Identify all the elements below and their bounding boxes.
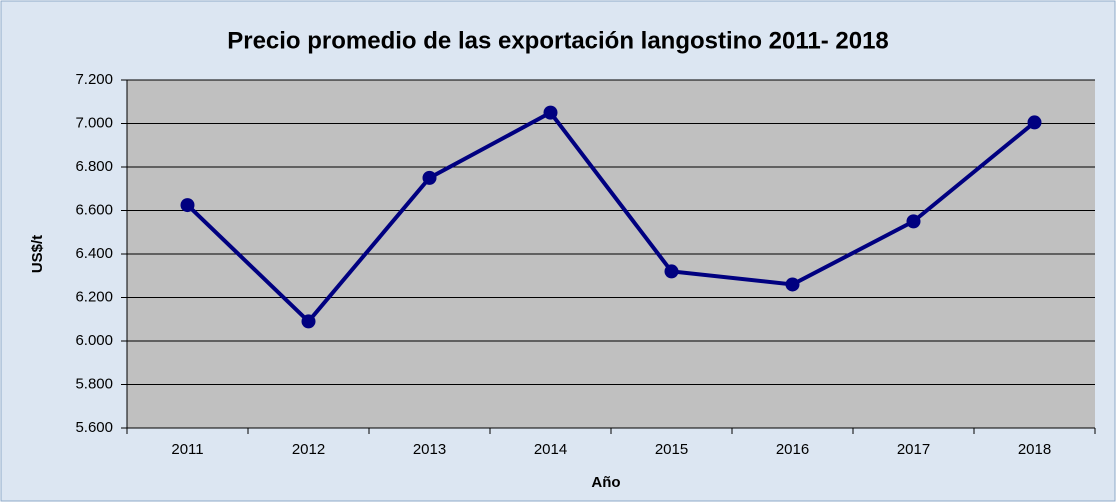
y-tick-label: 6.400 [75, 245, 113, 262]
y-tick-label: 5.800 [75, 375, 113, 392]
marker [785, 277, 800, 292]
y-tick-label: 6.800 [75, 158, 113, 175]
x-tick-label: 2013 [413, 441, 446, 458]
marker [422, 170, 437, 185]
y-tick-label: 7.200 [75, 71, 113, 88]
line [186, 110, 1036, 325]
marker [543, 105, 558, 120]
x-axis-label: Año [591, 474, 620, 491]
y-tick-label: 6.200 [75, 288, 113, 305]
marker [906, 214, 921, 229]
y-axis-label: US$/t [29, 235, 46, 273]
x-tick-label: 2015 [655, 441, 688, 458]
marker [1027, 115, 1042, 130]
x-tick-label: 2011 [171, 441, 203, 458]
y-tick-label: 5.600 [75, 419, 113, 436]
x-tick-label: 2018 [1018, 441, 1051, 458]
y-tick-label: 6.600 [75, 201, 113, 218]
y-tick-label: 7.000 [75, 114, 113, 131]
chart-title: Precio promedio de las exportación lango… [227, 27, 889, 54]
x-tick-label: 2014 [534, 441, 567, 458]
y-tick-label: 6.000 [75, 332, 113, 349]
marker [664, 264, 679, 279]
x-tick-label: 2017 [897, 441, 930, 458]
x-tick-label: 2012 [292, 441, 325, 458]
marker [180, 198, 195, 213]
marker [301, 314, 316, 329]
x-tick-label: 2016 [776, 441, 809, 458]
